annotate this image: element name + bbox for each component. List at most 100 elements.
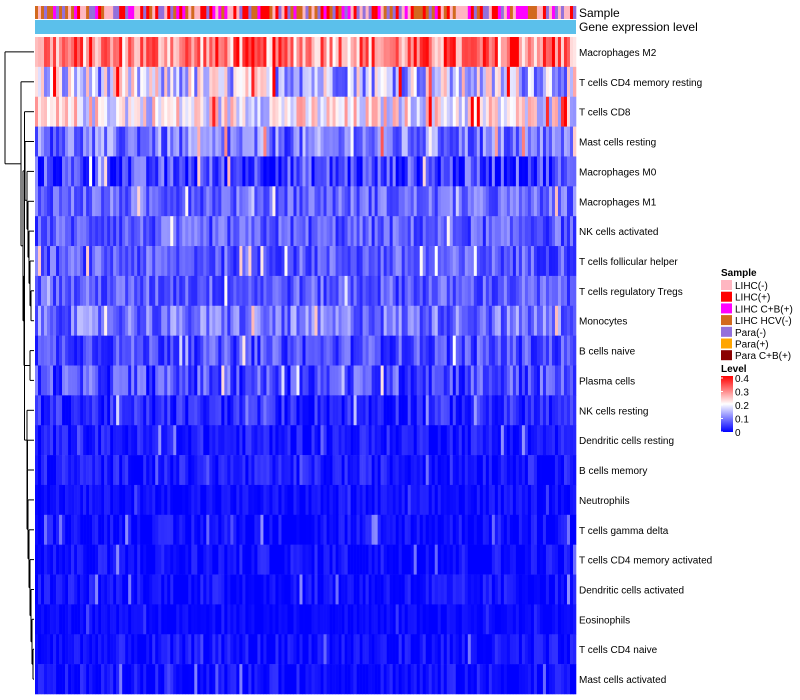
heatmap-cell <box>452 37 457 68</box>
heatmap-cell <box>407 425 411 456</box>
heatmap-cell <box>74 246 78 277</box>
heatmap-cell <box>68 664 72 695</box>
heatmap-cell <box>560 66 565 98</box>
heatmap-cell <box>485 305 490 336</box>
heatmap-cell <box>350 634 354 665</box>
heatmap-cell <box>296 514 300 545</box>
heatmap-cell <box>263 246 267 277</box>
heatmap-cell <box>317 664 321 695</box>
heatmap-cell <box>98 156 102 187</box>
heatmap-cell <box>206 604 210 635</box>
heatmap-cell <box>233 126 237 157</box>
heatmap-cell <box>299 365 303 396</box>
heatmap-cell <box>458 216 463 247</box>
heatmap-cell <box>488 604 493 635</box>
heatmap-cell <box>248 664 252 695</box>
heatmap-cell <box>464 156 469 187</box>
heatmap-cell <box>440 574 445 605</box>
heatmap-cell <box>557 604 562 635</box>
heatmap-cell <box>284 455 288 486</box>
heatmap-cell <box>275 216 279 247</box>
heatmap-cell <box>380 664 384 695</box>
heatmap-cell <box>212 395 216 426</box>
heatmap-cell <box>185 455 189 486</box>
heatmap-cell <box>560 574 565 605</box>
heatmap-cell <box>158 604 162 635</box>
heatmap-cell <box>542 634 547 665</box>
heatmap-cell <box>521 484 526 516</box>
heatmap-cell <box>419 395 424 426</box>
heatmap-cell <box>230 544 234 575</box>
heatmap-cell <box>176 395 180 426</box>
heatmap-cell <box>395 96 399 127</box>
heatmap-cell <box>506 186 511 217</box>
heatmap-cell <box>332 395 336 426</box>
heatmap-cell <box>440 604 445 635</box>
heatmap-cell <box>449 216 454 247</box>
heatmap-cell <box>545 246 550 277</box>
heatmap-cell <box>260 246 264 277</box>
heatmap-cell <box>176 96 180 127</box>
sample-annotation-cell <box>392 6 396 19</box>
heatmap-cell <box>260 126 264 157</box>
heatmap-cell <box>218 275 222 307</box>
heatmap-cell <box>500 634 505 665</box>
heatmap-cell <box>206 455 210 486</box>
heatmap-cell <box>86 335 90 366</box>
row-label: T cells regulatory Tregs <box>579 287 683 298</box>
heatmap-cell <box>548 305 553 336</box>
heatmap-cell <box>395 305 399 336</box>
heatmap-cell <box>83 395 87 426</box>
heatmap-cell <box>524 275 529 307</box>
heatmap-cell <box>386 634 390 665</box>
heatmap-cell <box>542 275 547 307</box>
heatmap-cell <box>209 574 213 605</box>
heatmap-cell <box>284 335 288 366</box>
heatmap-cell <box>275 126 279 157</box>
heatmap-cell <box>443 455 448 486</box>
heatmap-cell <box>44 395 48 426</box>
heatmap-cell <box>308 544 312 575</box>
heatmap-cell <box>332 574 336 605</box>
heatmap-cell <box>101 395 105 426</box>
heatmap-cell <box>134 544 138 575</box>
heatmap-cell <box>119 664 123 695</box>
heatmap-cell <box>344 96 348 127</box>
row-label: T cells gamma delta <box>579 526 669 537</box>
heatmap-cell <box>83 66 87 98</box>
heatmap-cell <box>236 425 240 456</box>
heatmap-cell <box>554 455 559 486</box>
heatmap-cell <box>221 96 225 127</box>
heatmap-cell <box>443 96 448 127</box>
heatmap-cell <box>233 395 237 426</box>
heatmap-cell <box>446 604 451 635</box>
heatmap-cell <box>464 275 469 307</box>
heatmap-cell <box>62 96 66 127</box>
heatmap-cell <box>407 664 411 695</box>
heatmap-cell <box>512 96 517 127</box>
heatmap-cell <box>446 156 451 187</box>
heatmap-cell <box>113 96 117 127</box>
heatmap-cell <box>545 604 550 635</box>
heatmap-cell <box>365 425 369 456</box>
heatmap-cell <box>545 484 550 516</box>
heatmap-cell <box>476 96 481 127</box>
heatmap-cell <box>89 37 93 68</box>
heatmap-cell <box>548 484 553 516</box>
heatmap-cell <box>470 484 475 516</box>
heatmap-cell <box>398 455 402 486</box>
sample-annotation-cell <box>323 6 327 19</box>
heatmap-cell <box>44 186 48 217</box>
heatmap-cell <box>500 275 505 307</box>
heatmap-cell <box>188 96 192 127</box>
heatmap-cell <box>179 634 183 665</box>
heatmap-cell <box>47 186 51 217</box>
heatmap-cell <box>38 246 42 277</box>
heatmap-cell <box>458 126 463 157</box>
heatmap-cell <box>503 66 508 98</box>
heatmap-cell <box>206 305 210 336</box>
heatmap-cell <box>308 335 312 366</box>
heatmap-cell <box>263 634 267 665</box>
heatmap-cell <box>83 634 87 665</box>
heatmap-cell <box>68 425 72 456</box>
